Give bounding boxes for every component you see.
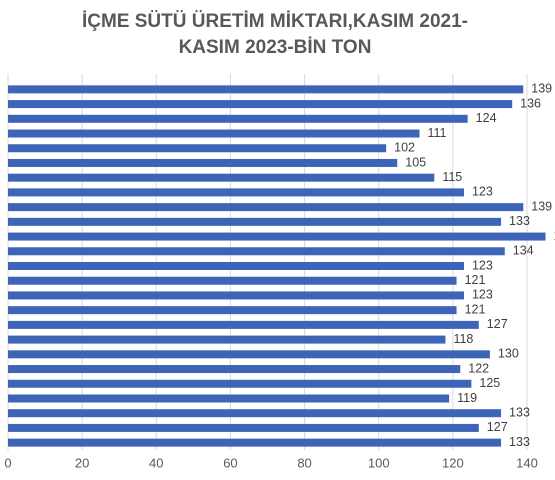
bar bbox=[8, 262, 464, 270]
value-label: 123 bbox=[472, 185, 493, 199]
bar bbox=[8, 423, 479, 432]
bar bbox=[8, 203, 524, 212]
value-label: 118 bbox=[453, 332, 473, 346]
x-tick-label: 100 bbox=[368, 455, 390, 470]
bar bbox=[8, 350, 490, 359]
bar bbox=[8, 144, 387, 153]
x-tick-label: 120 bbox=[442, 455, 464, 470]
value-label: 130 bbox=[498, 347, 519, 361]
bar bbox=[8, 365, 461, 374]
value-label: 123 bbox=[472, 288, 493, 302]
bar bbox=[8, 335, 446, 344]
x-tick-label: 0 bbox=[4, 455, 11, 470]
value-label: 133 bbox=[509, 405, 530, 419]
value-label: 136 bbox=[520, 96, 541, 110]
bar bbox=[8, 129, 420, 138]
bar bbox=[8, 247, 505, 256]
value-label: 125 bbox=[479, 376, 500, 390]
bar bbox=[8, 379, 472, 388]
chart-title: KASIM 2023-BİN TON bbox=[179, 37, 372, 58]
bar bbox=[8, 217, 502, 226]
bar bbox=[8, 394, 450, 403]
value-label: 134 bbox=[513, 244, 534, 258]
bar bbox=[8, 100, 513, 109]
value-label: 139 bbox=[531, 82, 552, 96]
value-label: 133 bbox=[509, 214, 530, 228]
x-tick-label: 80 bbox=[297, 455, 311, 470]
x-tick-label: 140 bbox=[516, 455, 538, 470]
bar bbox=[8, 320, 479, 329]
bar bbox=[8, 232, 546, 241]
value-label: 145 bbox=[554, 229, 555, 243]
value-label: 105 bbox=[405, 155, 426, 169]
bar bbox=[8, 85, 524, 94]
value-label: 121 bbox=[465, 273, 486, 287]
value-label: 111 bbox=[427, 126, 446, 140]
chart-title: İÇME SÜTÜ ÜRETİM MİKTARI,KASIM 2021- bbox=[82, 11, 468, 32]
value-label: 133 bbox=[509, 435, 530, 449]
bar bbox=[8, 188, 464, 197]
bar bbox=[8, 291, 464, 300]
value-label: 139 bbox=[531, 199, 552, 213]
value-label: 122 bbox=[468, 361, 489, 375]
bar bbox=[8, 409, 502, 418]
value-label: 115 bbox=[442, 170, 462, 184]
value-label: 127 bbox=[487, 317, 508, 331]
value-label: 124 bbox=[476, 111, 497, 125]
bar bbox=[8, 173, 435, 182]
value-label: 121 bbox=[465, 302, 486, 316]
bar bbox=[8, 306, 457, 315]
value-label: 127 bbox=[487, 420, 508, 434]
x-tick-label: 20 bbox=[75, 455, 89, 470]
value-label: 123 bbox=[472, 258, 493, 272]
bar bbox=[8, 438, 502, 447]
bar bbox=[8, 114, 468, 123]
bar bbox=[8, 158, 398, 167]
value-label: 119 bbox=[457, 391, 477, 405]
bar bbox=[8, 276, 457, 285]
value-label: 102 bbox=[394, 141, 415, 155]
x-tick-label: 60 bbox=[223, 455, 237, 470]
x-tick-label: 40 bbox=[149, 455, 163, 470]
